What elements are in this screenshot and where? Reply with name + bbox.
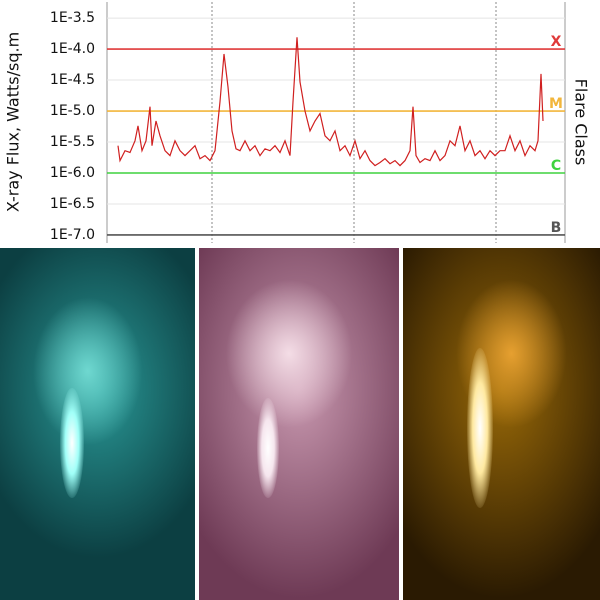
chart: X-ray Flux, Watts/sq.m Flare Class 1E-3.… [4,2,591,243]
y-tick-label: 1E-3.5 [50,10,95,26]
flux-line [117,37,544,167]
y-tick-label: 1E-6.5 [50,196,95,212]
solar-image-pink [199,248,399,600]
flare-class-label: B [551,220,562,236]
solar-image-gold [403,248,600,600]
y-tick-label: 1E-5.5 [50,134,95,150]
flare-class-label: M [549,96,563,112]
solar-image-teal [0,248,195,600]
y-tick-label: 1E-6.0 [50,165,95,181]
y-tick-label: 1E-5.0 [50,103,95,119]
y-tick-label: 1E-4.5 [50,72,95,88]
flare-class-label: X [551,34,562,50]
y2-axis-label: Flare Class [572,79,591,166]
y-tick-label: 1E-7.0 [50,227,95,243]
flare-class-label: C [551,158,561,174]
y-tick-label: 1E-4.0 [50,41,95,57]
y-axis-label: X-ray Flux, Watts/sq.m [4,32,23,212]
